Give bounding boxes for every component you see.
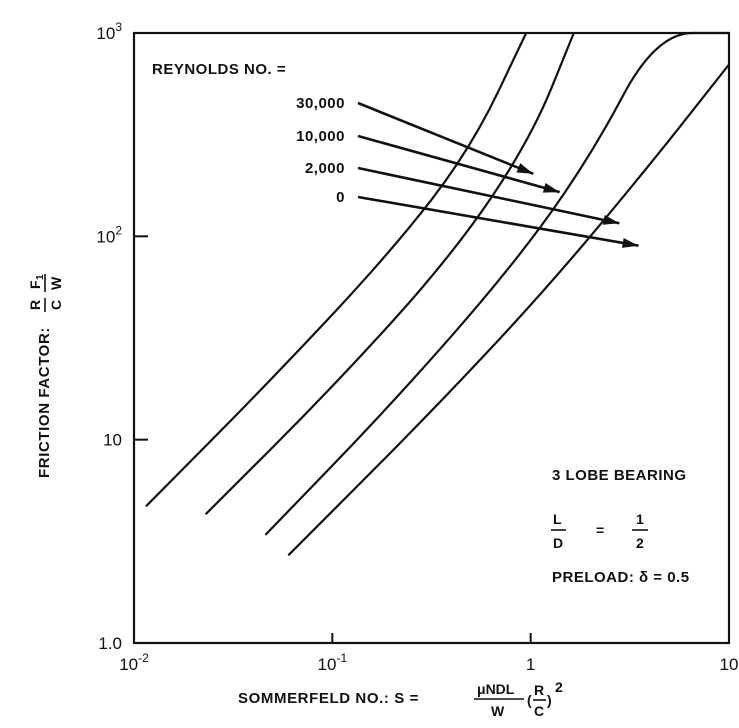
arrow-shaft-2 — [357, 166, 620, 225]
x-tick-label-0: 10-2 — [119, 651, 149, 674]
y-tick-label-3: 103 — [96, 20, 122, 43]
y-axis-title-right-num-sub: 1 — [35, 274, 46, 280]
y-tick-label-0: 1.0 — [98, 634, 122, 653]
x-tick-label-2: 1 — [526, 655, 535, 674]
x-axis-title-prefix: SOMMERFELD NO.: S = — [238, 690, 419, 707]
x-tick-label-base-2: 1 — [526, 655, 535, 674]
curve-series-0 — [145, 32, 528, 508]
x-tick-label-base-0: 10 — [119, 655, 138, 674]
x-axis-title-ratio-num: R — [534, 682, 544, 698]
x-tick-label-3: 10 — [720, 655, 739, 674]
x-axis-title-denominator: W — [491, 703, 505, 719]
y-axis-title-prefix: FRICTION FACTOR: — [36, 327, 53, 478]
arrow-head-2 — [602, 215, 620, 225]
y-axis-title-left-num: R — [27, 300, 43, 310]
series-label-2: 2,000 — [305, 160, 345, 177]
preload-label: PRELOAD: δ = 0.5 — [552, 569, 690, 586]
legend-title: REYNOLDS NO. = — [152, 61, 286, 78]
y-tick-label-exp-2: 2 — [115, 223, 122, 237]
curve-series-2 — [264, 31, 729, 536]
y-tick-label-exp-3: 3 — [115, 20, 122, 34]
x-tick-label-exp-1: -1 — [336, 651, 347, 665]
x-tick-label-base-3: 10 — [720, 655, 739, 674]
ld-ratio-denominator: D — [553, 535, 563, 551]
y-axis-title-left-den: C — [48, 300, 64, 310]
y-axis-title: FRICTION FACTOR: R C F 1 W — [27, 274, 64, 478]
x-tick-label-base-1: 10 — [318, 655, 337, 674]
series-label-1: 10,000 — [296, 128, 345, 145]
axis-ticks — [133, 32, 730, 644]
x-axis-title-ratio-den: C — [534, 703, 544, 719]
x-axis-title: SOMMERFELD NO.: S = μNDL W ( R C ) 2 — [238, 679, 563, 719]
y-tick-label-base-0: 1.0 — [98, 634, 122, 653]
y-tick-label-1: 10 — [103, 431, 122, 450]
arrow-shaft-1 — [357, 134, 560, 194]
y-tick-label-2: 102 — [96, 223, 122, 246]
arrow-head-3 — [621, 237, 639, 248]
arrow-head-0 — [516, 163, 534, 174]
x-axis-title-close-paren: ) — [547, 692, 552, 708]
series-labels: 30,000 10,000 2,000 0 — [296, 95, 345, 206]
ld-equals-sign: = — [596, 522, 604, 538]
plot-frame — [132, 31, 731, 645]
x-tick-label-exp-0: -2 — [138, 651, 149, 665]
x-axis-title-power: 2 — [555, 679, 563, 695]
x-axis-title-open-paren: ( — [527, 692, 532, 708]
ld-value-numerator: 1 — [636, 511, 644, 527]
arrow-head-1 — [542, 183, 560, 193]
ld-value-denominator: 2 — [636, 535, 644, 551]
y-axis-title-right-num: F — [27, 280, 43, 289]
series-curves — [145, 31, 730, 557]
curve-series-1 — [204, 32, 575, 515]
arrow-shaft-0 — [357, 101, 534, 176]
series-label-3: 0 — [336, 189, 345, 206]
y-tick-label-base-1: 10 — [103, 431, 122, 450]
curve-series-3 — [287, 63, 730, 557]
series-arrows — [357, 101, 639, 248]
x-axis-title-numerator: μNDL — [477, 681, 515, 697]
series-label-0: 30,000 — [296, 95, 345, 112]
y-tick-label-base-3: 10 — [96, 24, 115, 43]
x-tick-label-1: 10-1 — [318, 651, 348, 674]
arrow-shaft-3 — [357, 195, 639, 247]
bearing-type-label: 3 LOBE BEARING — [552, 467, 687, 484]
ld-ratio-numerator: L — [553, 511, 562, 527]
y-axis-title-right-den: W — [48, 276, 64, 290]
y-tick-label-base-2: 10 — [96, 227, 115, 246]
